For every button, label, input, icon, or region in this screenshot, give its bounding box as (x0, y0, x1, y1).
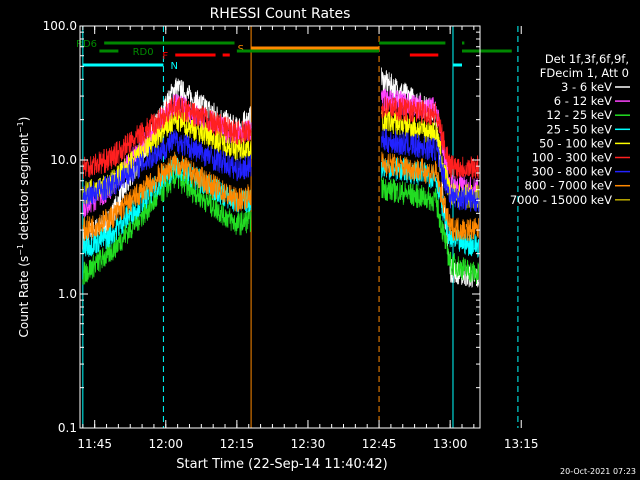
x-tick-label: 12:00 (148, 437, 183, 451)
series-line (82, 166, 252, 285)
x-tick-label: 12:45 (362, 437, 397, 451)
series-line (381, 96, 479, 180)
y-tick-label: 10.0 (50, 153, 77, 167)
x-axis-label: Start Time (22-Sep-14 11:40:42) (176, 457, 387, 472)
series-line (82, 151, 252, 242)
flag-label: RD0 (133, 47, 154, 58)
x-tick-label: 13:00 (433, 437, 468, 451)
y-axis-label-exp: −1 (16, 244, 25, 256)
legend-entry-label: 50 - 100 keV (539, 136, 612, 150)
y-tick-label: 100.0 (43, 19, 77, 33)
y-tick-label: 0.1 (58, 421, 77, 435)
plot-frame (79, 25, 481, 429)
series-line (82, 95, 252, 179)
legend-entry-label: 100 - 300 keV (532, 151, 612, 165)
x-tick-label: 13:15 (504, 437, 539, 451)
legend-entry-label: 7000 - 15000 keV (510, 193, 612, 207)
y-axis-label: Count Rate (s−1 detector segment−1) (16, 117, 31, 338)
legend: Det 1f,3f,6f,9f, FDecim 1, Att 0 3 - 6 k… (510, 52, 630, 207)
legend-entry-label: 300 - 800 keV (532, 165, 612, 179)
legend-header-line: FDecim 1, Att 0 (540, 66, 629, 80)
x-tick-label: 11:45 (77, 437, 112, 451)
series-line (381, 151, 479, 241)
series-line (82, 108, 252, 205)
series-line (381, 128, 479, 212)
series-line (82, 129, 252, 207)
y-axis-label-middle: detector segment (17, 133, 31, 244)
x-tick-label: 12:30 (291, 437, 326, 451)
legend-header-line: Det 1f,3f,6f,9f, (545, 52, 629, 66)
flag-label: RD6 (76, 39, 97, 50)
x-tick-label: 12:15 (220, 437, 255, 451)
flag-label: F (162, 51, 168, 62)
y-tick-label: 1.0 (58, 287, 77, 301)
y-axis-label-main: Count Rate (s (17, 256, 31, 338)
footer-date: 20-Oct-2021 07:23 (560, 467, 636, 476)
y-axis-label-end: ) (17, 117, 31, 122)
series-line (381, 88, 479, 201)
chart-title: RHESSI Count Rates (210, 6, 351, 22)
flag-label: N (171, 61, 178, 72)
legend-entry-label: 3 - 6 keV (561, 80, 612, 94)
series-line (381, 176, 479, 285)
legend-entry-label: 12 - 25 keV (546, 108, 612, 122)
y-axis-label-exp2: −1 (16, 121, 25, 133)
legend-entry-label: 6 - 12 keV (554, 94, 612, 108)
legend-entry-label: 25 - 50 keV (546, 122, 612, 136)
legend-entry-label: 800 - 7000 keV (524, 179, 612, 193)
